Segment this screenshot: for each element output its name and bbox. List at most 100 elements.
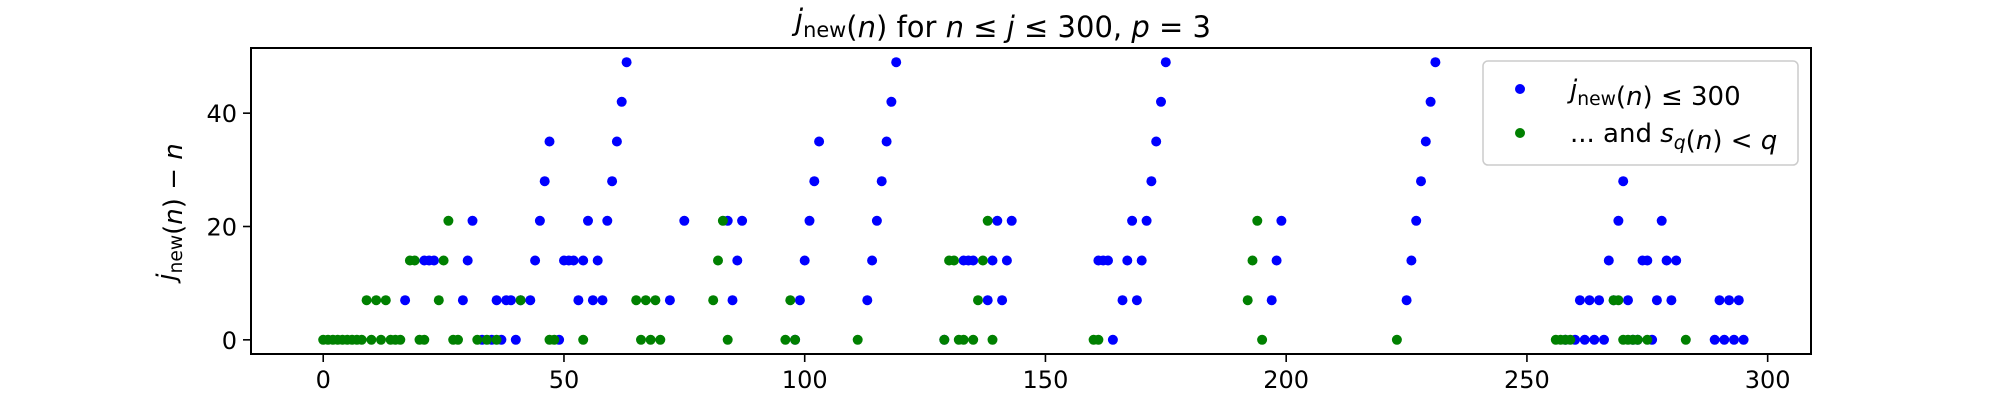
series-0-point <box>1160 57 1171 68</box>
series-0-point <box>597 295 608 306</box>
series-0-point <box>578 255 589 266</box>
series-0-point <box>1709 334 1720 345</box>
series-1-point <box>968 334 979 345</box>
series-1-point <box>453 334 463 345</box>
series-0-point <box>1420 136 1431 147</box>
series-0-point <box>1594 295 1605 306</box>
series-0-point <box>794 295 805 306</box>
series-0-point <box>862 295 873 306</box>
series-1-point <box>631 295 642 306</box>
series-0-point <box>1656 215 1667 226</box>
series-1-point <box>433 295 444 306</box>
y-axis-label: jnew(n) − n <box>152 143 189 284</box>
series-0-point <box>1623 295 1633 306</box>
series-0-point <box>1416 176 1426 187</box>
series-0-point <box>467 215 478 226</box>
series-0-point <box>525 295 536 306</box>
x-tick-label: 300 <box>1745 366 1791 394</box>
series-0-point <box>1613 215 1624 226</box>
legend-marker-blue <box>1515 84 1525 94</box>
series-0-point <box>968 255 979 266</box>
y-tick-label: 40 <box>206 100 237 128</box>
series-0-point <box>1729 334 1739 345</box>
series-1-point <box>977 255 988 266</box>
series-0-point <box>1430 57 1441 68</box>
series-1-point <box>361 295 372 306</box>
series-0-point <box>867 255 878 266</box>
series-0-point <box>1117 295 1128 306</box>
series-1-point <box>780 334 791 345</box>
series-0-point <box>987 255 998 266</box>
legend: jnew(n) ≤ 300 ... and sq(n) < q <box>1482 60 1799 166</box>
series-0-point <box>621 57 632 68</box>
series-0-point <box>1714 295 1725 306</box>
series-0-point <box>1733 295 1744 306</box>
x-tick-label: 150 <box>1023 366 1069 394</box>
series-0-point <box>1584 295 1595 306</box>
series-1-point <box>650 295 661 306</box>
series-0-point <box>1151 136 1162 147</box>
series-1-point <box>717 215 728 226</box>
series-1-point <box>443 215 454 226</box>
series-0-point <box>1574 295 1585 306</box>
series-0-point <box>1724 295 1735 306</box>
series-1-point <box>1252 215 1263 226</box>
series-1-point <box>491 334 502 345</box>
series-0-point <box>1666 295 1677 306</box>
series-0-point <box>1266 295 1277 306</box>
chart-title: jnew(n) for n ≤ j ≤ 300, p = 3 <box>791 3 1211 44</box>
series-0-point <box>1107 334 1118 345</box>
series-1-point <box>356 334 367 345</box>
series-0-point <box>1599 334 1609 345</box>
series-1-point <box>973 295 983 306</box>
series-1-point <box>785 295 796 306</box>
series-0-point <box>982 295 993 306</box>
series-0-point <box>491 295 502 306</box>
series-1-point <box>852 334 863 345</box>
series-1-point <box>958 334 969 345</box>
series-1-point <box>578 334 589 345</box>
x-tick-label: 50 <box>549 366 580 394</box>
series-1-point <box>515 295 526 306</box>
series-0-point <box>607 176 618 187</box>
series-0-point <box>814 136 825 147</box>
series-0-point <box>1136 255 1147 266</box>
series-1-point <box>438 255 449 266</box>
series-0-point <box>1425 96 1436 107</box>
series-1-point <box>366 334 377 345</box>
series-0-point <box>1146 176 1157 187</box>
series-0-point <box>1618 176 1629 187</box>
series-0-point <box>1589 334 1600 345</box>
series-1-point <box>1642 334 1653 345</box>
series-1-point <box>472 334 483 345</box>
series-1-point <box>380 295 391 306</box>
series-0-point <box>573 295 584 306</box>
series-1-point <box>376 334 386 345</box>
series-0-point <box>732 255 743 266</box>
series-0-point <box>1131 295 1142 306</box>
series-0-point <box>886 96 897 107</box>
series-0-point <box>997 295 1008 306</box>
plot-frame <box>250 47 1812 355</box>
series-0-point <box>1411 215 1422 226</box>
series-0-point <box>727 295 738 306</box>
series-0-point <box>457 295 468 306</box>
series-0-point <box>616 96 627 107</box>
series-0-point <box>611 136 622 147</box>
series-1-point <box>636 334 646 345</box>
x-axis-ticks: 0 50 100 150 200 250 300 <box>316 354 1791 394</box>
series-0-point <box>1579 334 1590 345</box>
series-1-point <box>419 334 430 345</box>
series-1-point <box>549 334 560 345</box>
series-0-point <box>1276 215 1287 226</box>
series-0-point <box>1103 255 1113 266</box>
series-1-point <box>371 295 382 306</box>
series-0-point <box>809 176 820 187</box>
series-0-point <box>1738 334 1749 345</box>
series-1-point <box>1391 334 1402 345</box>
series-0-point <box>1001 255 1012 266</box>
series-0-point <box>462 255 473 266</box>
series-1-point <box>409 255 420 266</box>
series-0-point <box>539 176 550 187</box>
